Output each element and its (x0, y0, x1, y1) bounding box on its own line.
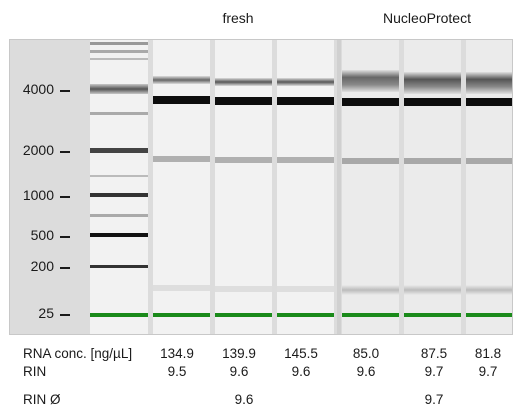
band-18s (277, 97, 334, 105)
ladder-tick-mark (60, 236, 70, 238)
conc-value: 134.9 (160, 346, 194, 361)
band-28s (153, 76, 210, 84)
ladder-tick-mark (60, 90, 70, 92)
band-minor (466, 158, 512, 164)
band-small-rna (153, 285, 210, 291)
ladder-tick-label: 25 (38, 305, 54, 321)
ladder-lane (90, 40, 148, 334)
conc-value: 145.5 (284, 346, 318, 361)
ladder-tick-label: 200 (30, 258, 54, 274)
band-28s (277, 78, 334, 86)
band-small-rna (277, 286, 334, 292)
band-18s (466, 98, 512, 106)
group-divider (337, 40, 341, 334)
sample-lane (404, 40, 461, 334)
gel-image (9, 39, 513, 335)
band-small-rna (404, 285, 461, 295)
marker-band (466, 313, 512, 317)
sample-lane (466, 40, 512, 334)
ladder-band-200 (90, 265, 148, 268)
marker-band (277, 313, 334, 317)
rin-value: 9.6 (356, 364, 376, 379)
sample-lane (342, 40, 399, 334)
band-18s (404, 98, 461, 106)
ladder-band-500 (90, 233, 148, 237)
ladder-band-1000 (90, 193, 148, 197)
ladder-tick-mark (60, 267, 70, 269)
ladder-tick-label: 4000 (22, 81, 54, 97)
marker-band (342, 313, 399, 317)
ladder-band (90, 50, 148, 53)
sample-lane (215, 40, 272, 334)
ladder-tick-mark (60, 196, 70, 198)
ladder-tick-label: 1000 (22, 187, 54, 203)
sample-lane (153, 40, 210, 334)
ladder-band-2000 (90, 148, 148, 153)
rin-avg-fresh: 9.6 (234, 392, 254, 407)
band-28s (215, 78, 272, 86)
ladder-tick-label: 500 (30, 227, 54, 243)
marker-band (153, 313, 210, 317)
rin-value: 9.7 (424, 364, 444, 379)
conc-value: 81.8 (474, 346, 502, 361)
ladder-band (90, 214, 148, 217)
ladder-band (90, 58, 148, 60)
rin-label: RIN (23, 364, 47, 379)
band-small-rna (215, 286, 272, 292)
band-18s (153, 96, 210, 104)
ladder-tick-mark (60, 151, 70, 153)
rin-value: 9.6 (291, 364, 311, 379)
ladder-tick-label: 2000 (22, 142, 54, 158)
conc-value: 85.0 (352, 346, 380, 361)
conc-value: 139.9 (222, 346, 256, 361)
band-28s (342, 70, 399, 92)
rna-conc-label: RNA conc. [ng/µL] (23, 346, 133, 361)
marker-band (90, 313, 148, 317)
ladder-band-4000 (90, 84, 148, 94)
rin-value: 9.5 (167, 364, 187, 379)
band-small-rna (466, 285, 512, 295)
band-28s (404, 72, 461, 94)
rin-avg-nucleoprotect: 9.7 (424, 392, 444, 407)
rin-value: 9.7 (478, 364, 498, 379)
band-minor (277, 157, 334, 163)
sample-lane (277, 40, 334, 334)
group-label-fresh: fresh (222, 10, 254, 26)
band-minor (215, 157, 272, 163)
conc-value: 87.5 (420, 346, 448, 361)
band-18s (215, 97, 272, 105)
band-minor (404, 158, 461, 164)
band-18s (342, 98, 399, 106)
ladder-band (90, 175, 148, 177)
group-label-nucleoprotect: NucleoProtect (383, 10, 471, 26)
ladder-band (90, 42, 148, 45)
ladder-tick-mark (60, 314, 70, 316)
band-minor (153, 156, 210, 162)
marker-band (215, 313, 272, 317)
band-28s (466, 72, 512, 94)
marker-band (404, 313, 461, 317)
ladder-band (90, 112, 148, 115)
rin-value: 9.6 (229, 364, 249, 379)
band-small-rna (342, 285, 399, 295)
rin-avg-label: RIN Ø (23, 392, 61, 407)
band-minor (342, 158, 399, 164)
